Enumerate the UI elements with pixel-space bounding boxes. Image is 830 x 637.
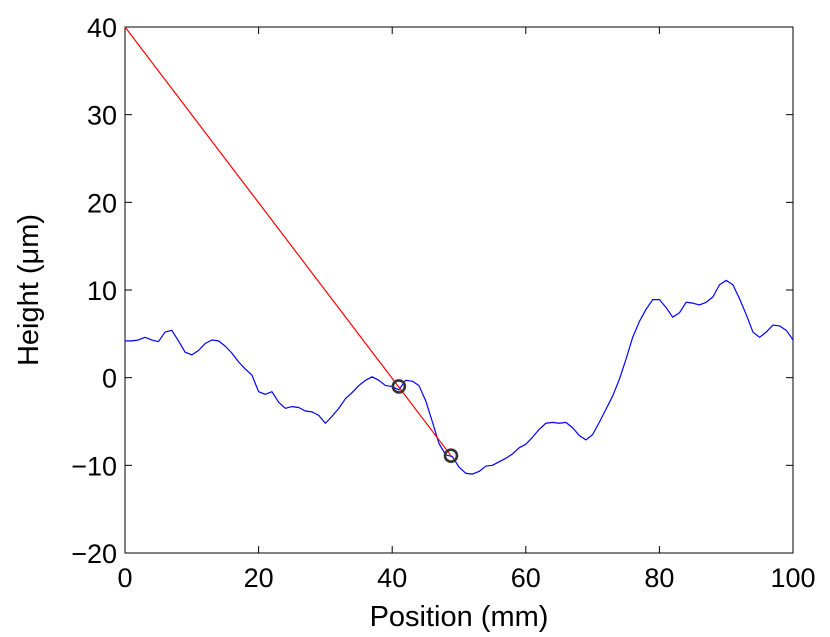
circle-marker-0 [391, 379, 407, 394]
plot-area [124, 26, 794, 554]
marker-layer [391, 379, 459, 463]
x-tick-label: 40 [377, 563, 407, 593]
y-tick-label: 20 [87, 188, 117, 218]
x-tick-label: 20 [244, 563, 274, 593]
x-tick-label: 0 [117, 563, 132, 593]
y-tick-label: 0 [102, 364, 117, 394]
series-line-1 [124, 26, 452, 457]
circle-marker-1 [443, 448, 459, 463]
x-tick-label: 80 [644, 563, 674, 593]
y-axis-label: Height (μm) [13, 214, 45, 366]
x-tick-label: 60 [511, 563, 541, 593]
axis-ticks [124, 26, 794, 554]
y-tick-label: −20 [71, 539, 117, 569]
x-axis-label: Position (mm) [370, 601, 549, 633]
y-tick-label: 30 [87, 101, 117, 131]
y-tick-label: 40 [87, 13, 117, 43]
series-line-0 [125, 279, 794, 475]
series-layer [124, 26, 794, 475]
y-tick-label: −10 [71, 451, 117, 481]
tick-labels: 0 20 40 60 80 100 −20 −10 0 10 20 30 40 [71, 13, 815, 593]
y-tick-label: 10 [87, 276, 117, 306]
x-tick-label: 100 [770, 563, 815, 593]
